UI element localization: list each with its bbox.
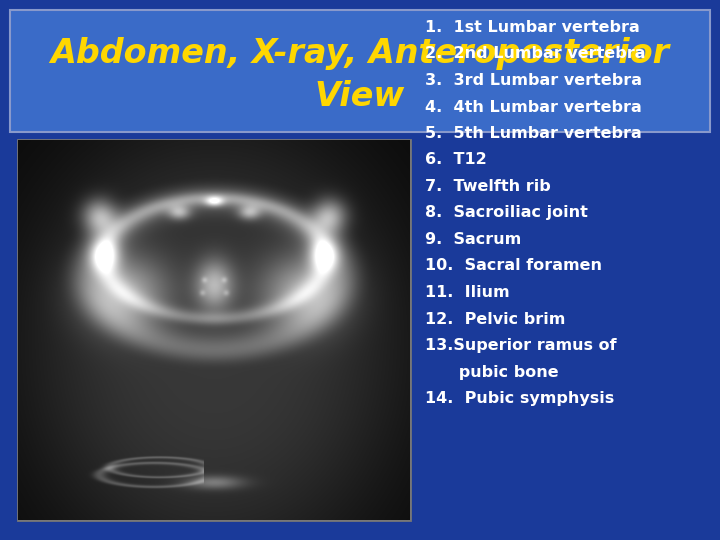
Text: 2.  2nd Lumbar vertebra: 2. 2nd Lumbar vertebra <box>425 46 646 62</box>
Text: 4.  4th Lumbar vertebra: 4. 4th Lumbar vertebra <box>425 99 642 114</box>
Text: 13.Superior ramus of: 13.Superior ramus of <box>425 338 616 353</box>
Text: 5.  5th Lumbar vertebra: 5. 5th Lumbar vertebra <box>425 126 642 141</box>
Text: 6.  T12: 6. T12 <box>425 152 487 167</box>
Text: 2: 2 <box>216 230 228 248</box>
Text: 1.  1st Lumbar vertebra: 1. 1st Lumbar vertebra <box>425 20 640 35</box>
Text: 5: 5 <box>216 321 228 339</box>
Text: 11: 11 <box>320 374 343 392</box>
Text: 12.  Pelvic brim: 12. Pelvic brim <box>425 312 565 327</box>
Text: 8.  Sacroiliac joint: 8. Sacroiliac joint <box>425 206 588 220</box>
Text: 14: 14 <box>171 481 194 498</box>
Text: 9: 9 <box>216 404 228 423</box>
Text: 3: 3 <box>216 260 228 278</box>
Text: 11.  Ilium: 11. Ilium <box>425 285 510 300</box>
Text: 8: 8 <box>79 367 91 384</box>
Text: Copyright 1997 The Anatomy Project: Copyright 1997 The Anatomy Project <box>400 272 405 388</box>
Text: View: View <box>315 80 405 113</box>
Text: 13: 13 <box>249 473 273 491</box>
Text: pubic bone: pubic bone <box>425 364 559 380</box>
Text: 3.  3rd Lumbar vertebra: 3. 3rd Lumbar vertebra <box>425 73 642 88</box>
Text: 9.  Sacrum: 9. Sacrum <box>425 232 521 247</box>
Text: 7.  Twelfth rib: 7. Twelfth rib <box>425 179 551 194</box>
Text: 1: 1 <box>216 199 228 218</box>
Text: 10: 10 <box>242 382 265 400</box>
Text: Abdomen, X-ray, Anteroposterior: Abdomen, X-ray, Anteroposterior <box>50 37 670 70</box>
Text: 10.  Sacral foramen: 10. Sacral foramen <box>425 259 602 273</box>
Text: 14.  Pubic symphysis: 14. Pubic symphysis <box>425 391 614 406</box>
Text: 12: 12 <box>58 435 81 453</box>
Text: 6: 6 <box>216 161 228 179</box>
FancyBboxPatch shape <box>10 10 710 132</box>
Text: 7: 7 <box>142 192 153 210</box>
Text: 4: 4 <box>216 291 228 308</box>
